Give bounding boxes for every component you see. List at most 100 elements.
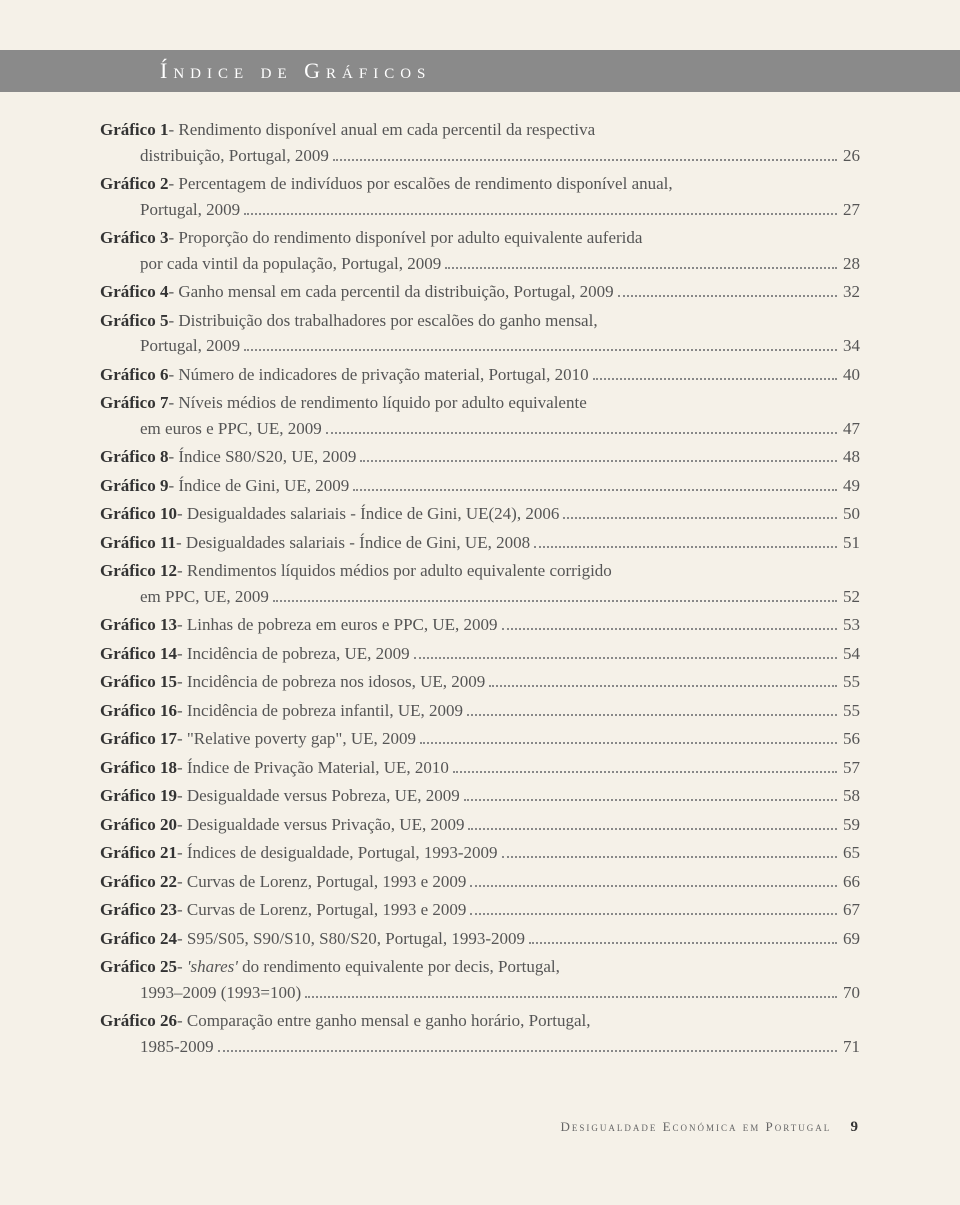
toc-entry-desc: - Incidência de pobreza infantil, UE, 20… bbox=[177, 698, 463, 724]
toc-entry-desc: - 'shares' do rendimento equivalente por… bbox=[177, 954, 560, 980]
toc-entry-page: 55 bbox=[841, 698, 860, 724]
leader-dots bbox=[360, 460, 837, 462]
toc-entry-page: 28 bbox=[841, 251, 860, 277]
page-footer: Desigualdade Económica em Portugal 9 bbox=[100, 1119, 860, 1136]
toc-entry-label: Gráfico 17 bbox=[100, 726, 177, 752]
toc-entry: Gráfico 1 - Rendimento disponível anual … bbox=[100, 117, 860, 168]
toc-entry-desc: - Desigualdades salariais - Índice de Gi… bbox=[176, 530, 530, 556]
toc-entry-desc-cont: por cada vintil da população, Portugal, … bbox=[140, 251, 441, 277]
toc-entry-desc-cont: em euros e PPC, UE, 2009 bbox=[140, 416, 322, 442]
toc-entry-page: 27 bbox=[841, 197, 860, 223]
toc-entry: Gráfico 26 - Comparação entre ganho mens… bbox=[100, 1008, 860, 1059]
toc-entry: Gráfico 9 - Índice de Gini, UE, 2009 49 bbox=[100, 473, 860, 499]
leader-dots bbox=[333, 159, 837, 161]
toc-entry-page: 65 bbox=[841, 840, 860, 866]
toc-entry: Gráfico 10 - Desigualdades salariais - Í… bbox=[100, 501, 860, 527]
toc-entry-label: Gráfico 22 bbox=[100, 869, 177, 895]
toc-entry-page: 58 bbox=[841, 783, 860, 809]
toc-entry-label: Gráfico 23 bbox=[100, 897, 177, 923]
toc-entry-desc-cont: distribuição, Portugal, 2009 bbox=[140, 143, 329, 169]
toc-entry-desc: - Incidência de pobreza nos idosos, UE, … bbox=[177, 669, 485, 695]
toc-entry-page: 69 bbox=[841, 926, 860, 952]
toc-entry-label: Gráfico 3 bbox=[100, 225, 168, 251]
toc-entry-desc: - Desigualdade versus Privação, UE, 2009 bbox=[177, 812, 465, 838]
toc-entry: Gráfico 17 - "Relative poverty gap", UE,… bbox=[100, 726, 860, 752]
toc-entry-page: 57 bbox=[841, 755, 860, 781]
toc-entry: Gráfico 4 - Ganho mensal em cada percent… bbox=[100, 279, 860, 305]
footer-page-number: 9 bbox=[851, 1119, 861, 1135]
leader-dots bbox=[273, 600, 837, 602]
leader-dots bbox=[326, 432, 837, 434]
toc-entry-label: Gráfico 7 bbox=[100, 390, 168, 416]
toc-entry-desc: - Incidência de pobreza, UE, 2009 bbox=[177, 641, 410, 667]
leader-dots bbox=[470, 913, 837, 915]
toc-entry-label: Gráfico 1 bbox=[100, 117, 168, 143]
toc-entry-page: 67 bbox=[841, 897, 860, 923]
toc-entry-page: 26 bbox=[841, 143, 860, 169]
toc-entry-desc: - Curvas de Lorenz, Portugal, 1993 e 200… bbox=[177, 869, 466, 895]
toc-entry-desc-cont: 1993–2009 (1993=100) bbox=[140, 980, 301, 1006]
toc-entry-label: Gráfico 4 bbox=[100, 279, 168, 305]
leader-dots bbox=[534, 546, 837, 548]
toc-entry: Gráfico 8 - Índice S80/S20, UE, 200948 bbox=[100, 444, 860, 470]
toc-entry-label: Gráfico 15 bbox=[100, 669, 177, 695]
leader-dots bbox=[305, 996, 837, 998]
toc-entry-page: 54 bbox=[841, 641, 860, 667]
toc-entry-label: Gráfico 14 bbox=[100, 641, 177, 667]
leader-dots bbox=[353, 489, 837, 491]
toc-entry-label: Gráfico 9 bbox=[100, 473, 168, 499]
toc-entry-label: Gráfico 20 bbox=[100, 812, 177, 838]
leader-dots bbox=[445, 267, 837, 269]
toc-entry-page: 49 bbox=[841, 473, 860, 499]
toc-entry: Gráfico 18 - Índice de Privação Material… bbox=[100, 755, 860, 781]
toc-entry-desc: - Índice de Gini, UE, 2009 bbox=[168, 473, 349, 499]
leader-dots bbox=[218, 1050, 837, 1052]
toc-entry-desc: - "Relative poverty gap", UE, 2009 bbox=[177, 726, 416, 752]
toc-entry-label: Gráfico 2 bbox=[100, 171, 168, 197]
toc-entry-label: Gráfico 21 bbox=[100, 840, 177, 866]
toc-entry: Gráfico 24 - S95/S05, S90/S10, S80/S20, … bbox=[100, 926, 860, 952]
toc-entry-label: Gráfico 5 bbox=[100, 308, 168, 334]
toc-entry: Gráfico 19 - Desigualdade versus Pobreza… bbox=[100, 783, 860, 809]
toc-entry-desc: - S95/S05, S90/S10, S80/S20, Portugal, 1… bbox=[177, 926, 525, 952]
toc-entry-page: 70 bbox=[841, 980, 860, 1006]
toc-entry-desc: - Número de indicadores de privação mate… bbox=[168, 362, 588, 388]
leader-dots bbox=[464, 799, 837, 801]
toc-entry-page: 32 bbox=[841, 279, 860, 305]
leader-dots bbox=[470, 885, 837, 887]
toc-entry: Gráfico 13 - Linhas de pobreza em euros … bbox=[100, 612, 860, 638]
toc-entry: Gráfico 16 - Incidência de pobreza infan… bbox=[100, 698, 860, 724]
toc-entry-label: Gráfico 11 bbox=[100, 530, 176, 556]
toc-entry-page: 59 bbox=[841, 812, 860, 838]
toc-entry-page: 55 bbox=[841, 669, 860, 695]
toc-entry: Gráfico 21 - Índices de desigualdade, Po… bbox=[100, 840, 860, 866]
footer-text: Desigualdade Económica em Portugal bbox=[560, 1119, 831, 1134]
leader-dots bbox=[502, 856, 837, 858]
toc-entry-desc-cont: em PPC, UE, 2009 bbox=[140, 584, 269, 610]
leader-dots bbox=[244, 349, 837, 351]
leader-dots bbox=[593, 378, 837, 380]
toc-entry-desc: - Rendimentos líquidos médios por adulto… bbox=[177, 558, 612, 584]
toc-entry-desc: - Comparação entre ganho mensal e ganho … bbox=[177, 1008, 591, 1034]
toc-entry-label: Gráfico 6 bbox=[100, 362, 168, 388]
toc-entry-label: Gráfico 18 bbox=[100, 755, 177, 781]
toc-entry-page: 52 bbox=[841, 584, 860, 610]
toc-entry-desc: - Percentagem de indivíduos por escalões… bbox=[168, 171, 672, 197]
toc-entry-label: Gráfico 10 bbox=[100, 501, 177, 527]
toc-entry-page: 50 bbox=[841, 501, 860, 527]
toc-entry: Gráfico 20 - Desigualdade versus Privaçã… bbox=[100, 812, 860, 838]
toc-entry-page: 56 bbox=[841, 726, 860, 752]
toc-entry: Gráfico 7 - Níveis médios de rendimento … bbox=[100, 390, 860, 441]
toc-entry: Gráfico 11 - Desigualdades salariais - Í… bbox=[100, 530, 860, 556]
page-title-bar: Índice de Gráficos bbox=[0, 50, 960, 92]
toc-entry-label: Gráfico 24 bbox=[100, 926, 177, 952]
toc-entry: Gráfico 25 - 'shares' do rendimento equi… bbox=[100, 954, 860, 1005]
toc-entry: Gráfico 14 - Incidência de pobreza, UE, … bbox=[100, 641, 860, 667]
toc-entry-label: Gráfico 25 bbox=[100, 954, 177, 980]
toc-entry-page: 34 bbox=[841, 333, 860, 359]
leader-dots bbox=[529, 942, 837, 944]
leader-dots bbox=[618, 295, 837, 297]
leader-dots bbox=[468, 828, 837, 830]
toc-entry-page: 66 bbox=[841, 869, 860, 895]
toc-entry-desc: - Índice de Privação Material, UE, 2010 bbox=[177, 755, 449, 781]
